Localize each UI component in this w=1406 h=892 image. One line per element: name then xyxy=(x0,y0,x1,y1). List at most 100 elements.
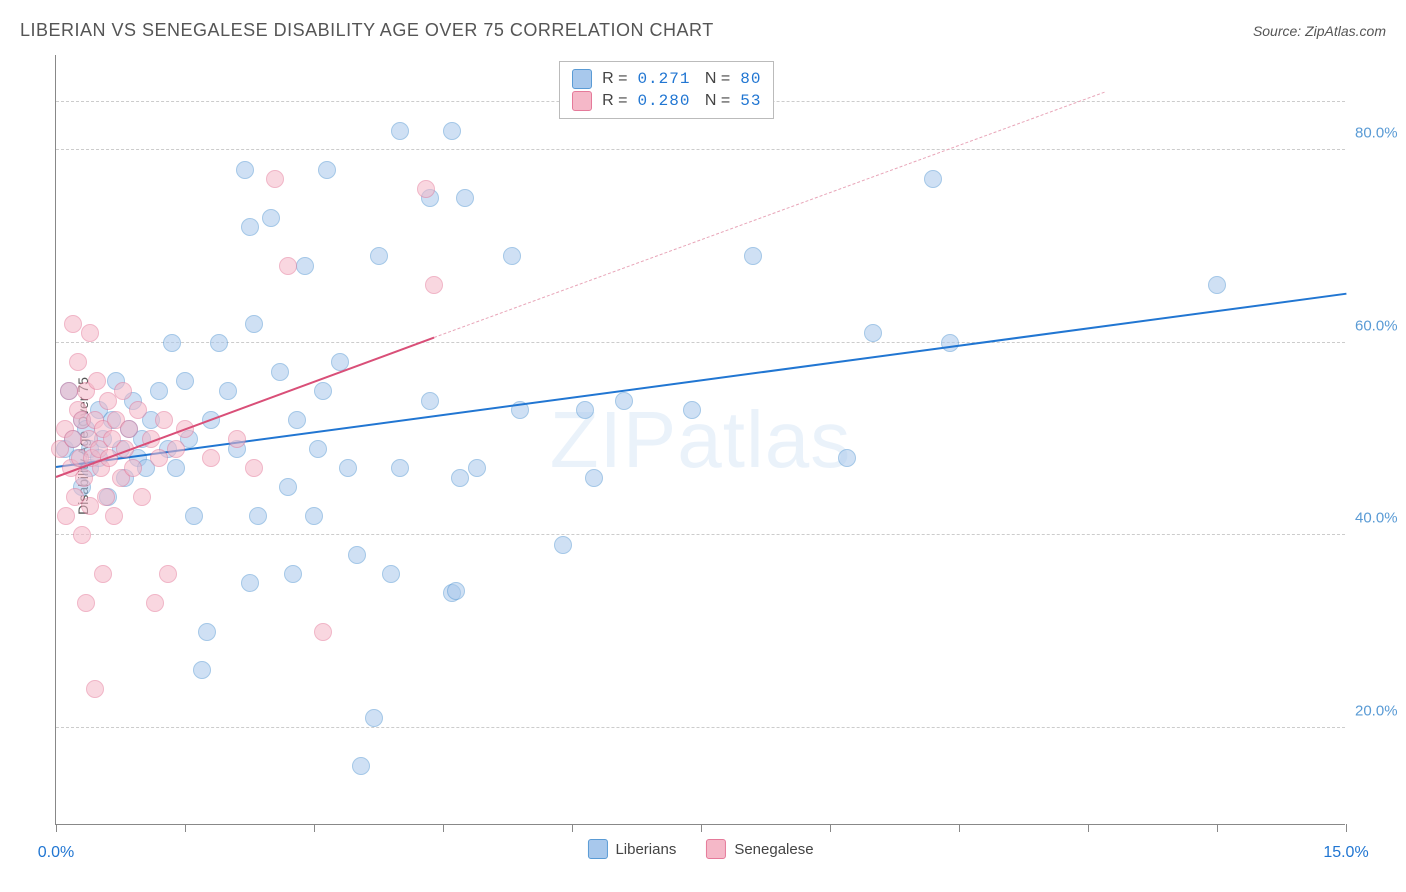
bottom-legend: Liberians Senegalese xyxy=(587,839,813,859)
data-point xyxy=(576,401,594,419)
data-point xyxy=(447,582,465,600)
data-point xyxy=(585,469,603,487)
data-point xyxy=(150,449,168,467)
legend-swatch xyxy=(572,91,592,111)
data-point xyxy=(425,276,443,294)
data-point xyxy=(924,170,942,188)
n-label: N = xyxy=(700,92,730,110)
data-point xyxy=(417,180,435,198)
data-point xyxy=(210,334,228,352)
gridline-h xyxy=(56,727,1345,728)
data-point xyxy=(146,594,164,612)
x-tick xyxy=(443,824,444,832)
n-value: 80 xyxy=(740,70,761,88)
stats-row: R =0.271 N =80 xyxy=(572,69,761,89)
data-point xyxy=(284,565,302,583)
watermark-light: atlas xyxy=(677,395,851,484)
x-tick-label: 0.0% xyxy=(38,844,74,862)
data-point xyxy=(245,315,263,333)
x-tick xyxy=(830,824,831,832)
data-point xyxy=(309,440,327,458)
data-point xyxy=(744,247,762,265)
data-point xyxy=(348,546,366,564)
data-point xyxy=(352,757,370,775)
x-tick xyxy=(1217,824,1218,832)
plot-area: ZIPatlas 20.0%40.0%60.0%80.0%0.0%15.0%R … xyxy=(55,55,1345,825)
data-point xyxy=(105,507,123,525)
legend-swatch xyxy=(587,839,607,859)
data-point xyxy=(318,161,336,179)
data-point xyxy=(451,469,469,487)
data-point xyxy=(245,459,263,477)
data-point xyxy=(97,488,115,506)
legend-item: Liberians xyxy=(587,839,676,859)
y-tick-label: 20.0% xyxy=(1355,702,1406,719)
data-point xyxy=(94,565,112,583)
data-point xyxy=(163,334,181,352)
data-point xyxy=(86,680,104,698)
data-point xyxy=(554,536,572,554)
legend-label: Liberians xyxy=(615,841,676,858)
data-point xyxy=(124,459,142,477)
data-point xyxy=(155,411,173,429)
data-point xyxy=(202,449,220,467)
data-point xyxy=(81,324,99,342)
legend-swatch xyxy=(706,839,726,859)
legend-label: Senegalese xyxy=(734,841,813,858)
x-tick xyxy=(572,824,573,832)
x-tick xyxy=(56,824,57,832)
data-point xyxy=(167,440,185,458)
data-point xyxy=(468,459,486,477)
data-point xyxy=(941,334,959,352)
r-label: R = xyxy=(602,70,627,88)
chart-header: LIBERIAN VS SENEGALESE DISABILITY AGE OV… xyxy=(20,20,1386,41)
data-point xyxy=(176,372,194,390)
data-point xyxy=(838,449,856,467)
x-tick-label: 15.0% xyxy=(1323,844,1368,862)
data-point xyxy=(382,565,400,583)
chart-source: Source: ZipAtlas.com xyxy=(1253,23,1386,39)
data-point xyxy=(88,372,106,390)
gridline-h xyxy=(56,342,1345,343)
data-point xyxy=(683,401,701,419)
x-tick xyxy=(1088,824,1089,832)
data-point xyxy=(159,565,177,583)
data-point xyxy=(129,401,147,419)
data-point xyxy=(60,382,78,400)
data-point xyxy=(370,247,388,265)
data-point xyxy=(443,122,461,140)
watermark-bold: ZIP xyxy=(550,395,677,484)
data-point xyxy=(365,709,383,727)
data-point xyxy=(228,430,246,448)
data-point xyxy=(279,478,297,496)
data-point xyxy=(167,459,185,477)
data-point xyxy=(185,507,203,525)
data-point xyxy=(198,623,216,641)
data-point xyxy=(249,507,267,525)
x-tick xyxy=(185,824,186,832)
data-point xyxy=(288,411,306,429)
data-point xyxy=(1208,276,1226,294)
data-point xyxy=(114,382,132,400)
data-point xyxy=(339,459,357,477)
data-point xyxy=(57,507,75,525)
x-tick xyxy=(701,824,702,832)
stats-row: R =0.280 N =53 xyxy=(572,91,761,111)
data-point xyxy=(456,189,474,207)
data-point xyxy=(296,257,314,275)
data-point xyxy=(314,623,332,641)
data-point xyxy=(193,661,211,679)
data-point xyxy=(391,122,409,140)
r-value: 0.280 xyxy=(637,92,690,110)
y-tick-label: 40.0% xyxy=(1355,510,1406,527)
gridline-h xyxy=(56,149,1345,150)
stats-legend: R =0.271 N =80R =0.280 N =53 xyxy=(559,61,774,119)
legend-swatch xyxy=(572,69,592,89)
data-point xyxy=(64,315,82,333)
data-point xyxy=(75,469,93,487)
data-point xyxy=(421,392,439,410)
legend-item: Senegalese xyxy=(706,839,813,859)
data-point xyxy=(314,382,332,400)
x-tick xyxy=(314,824,315,832)
n-label: N = xyxy=(700,70,730,88)
